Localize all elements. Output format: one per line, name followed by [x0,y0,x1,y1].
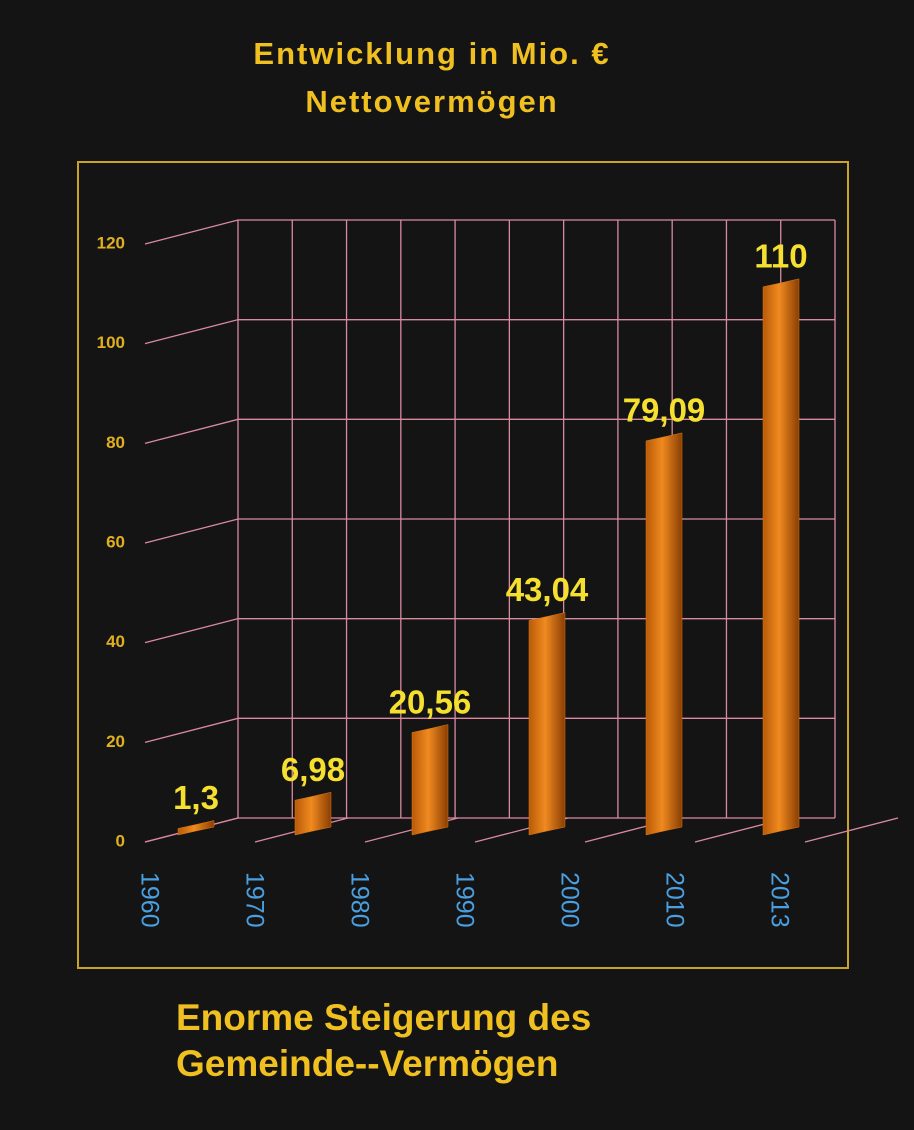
x-tick-label: 1980 [345,872,373,928]
value-label: 1,3 [173,779,219,816]
value-label: 6,98 [281,751,345,788]
bar [528,612,566,836]
grid-line [144,219,835,245]
x-tick-label: 2010 [660,872,688,928]
value-label: 110 [754,238,807,275]
grid-line [144,817,835,843]
y-tick-label: 40 [106,632,125,651]
grid-line [144,319,835,345]
x-tick-label: 1990 [450,872,478,928]
y-tick-label: 0 [116,831,125,850]
value-label: 79,09 [623,392,706,429]
x-tick-label: 1960 [135,872,163,928]
grid-line [144,418,835,444]
y-tick-label: 20 [106,732,125,751]
grid-line [144,618,835,644]
footer-text: Enorme Steigerung des [176,997,591,1038]
value-label: 20,56 [389,683,472,720]
bar [294,791,332,836]
chart-title: Entwicklung in Mio. € [253,36,610,71]
chart-subtitle: Nettovermögen [305,84,558,119]
x-tick-label: 2013 [765,872,793,928]
x-tick-label: 1970 [240,872,268,928]
bar [645,432,683,836]
y-tick-label: 100 [97,333,125,352]
grid-line [144,717,835,743]
plot-frame [77,161,849,969]
floor-line [804,817,899,843]
bar [177,820,215,836]
y-tick-label: 120 [97,233,125,252]
bar [762,278,800,836]
value-label: 43,04 [506,571,589,608]
x-tick-label: 2000 [555,872,583,928]
grid-line [144,518,835,544]
footer-text: Gemeinde--Vermögen [176,1043,558,1084]
bar [411,724,449,836]
y-tick-label: 80 [106,433,125,452]
y-tick-label: 60 [106,532,125,551]
